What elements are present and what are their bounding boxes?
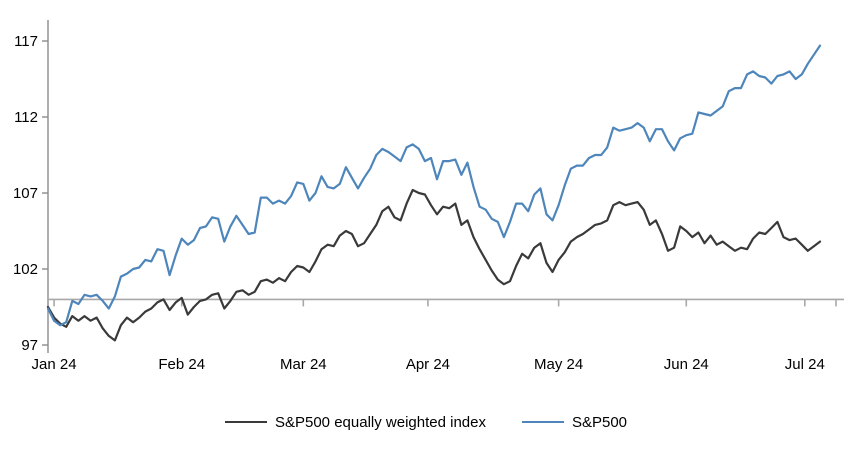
y-axis-tick-label: 107: [13, 185, 38, 202]
y-axis-tick-label: 97: [21, 337, 38, 354]
equal-weight-line-swatch: [224, 421, 267, 423]
x-axis-tick-label: Jun 24: [664, 356, 709, 373]
x-axis-tick-label: Jan 24: [32, 356, 77, 373]
y-axis-tick-label: 112: [14, 109, 38, 126]
x-axis-tick-label: Jul 24: [785, 356, 825, 373]
chart-legend: S&P500 equally weighted index S&P500: [0, 408, 852, 436]
x-axis-tick-label: Apr 24: [406, 356, 450, 373]
x-axis-tick-label: May 24: [534, 356, 583, 373]
legend-item-equal-weight: S&P500 equally weighted index: [224, 413, 486, 431]
x-axis-tick-label: Mar 24: [280, 356, 327, 373]
y-axis-tick-label: 117: [14, 33, 38, 50]
x-axis-tick-label: Feb 24: [158, 356, 205, 373]
legend-label-sp500: S&P500: [571, 413, 628, 431]
y-axis-tick-label: 102: [13, 261, 38, 278]
series-line-equal-weight: [46, 188, 822, 342]
legend-item-sp500: S&P500: [521, 413, 628, 431]
sp500-line-swatch: [521, 421, 564, 423]
series-line-sp500: [46, 44, 822, 327]
legend-label-equal-weight: S&P500 equally weighted index: [274, 413, 486, 431]
